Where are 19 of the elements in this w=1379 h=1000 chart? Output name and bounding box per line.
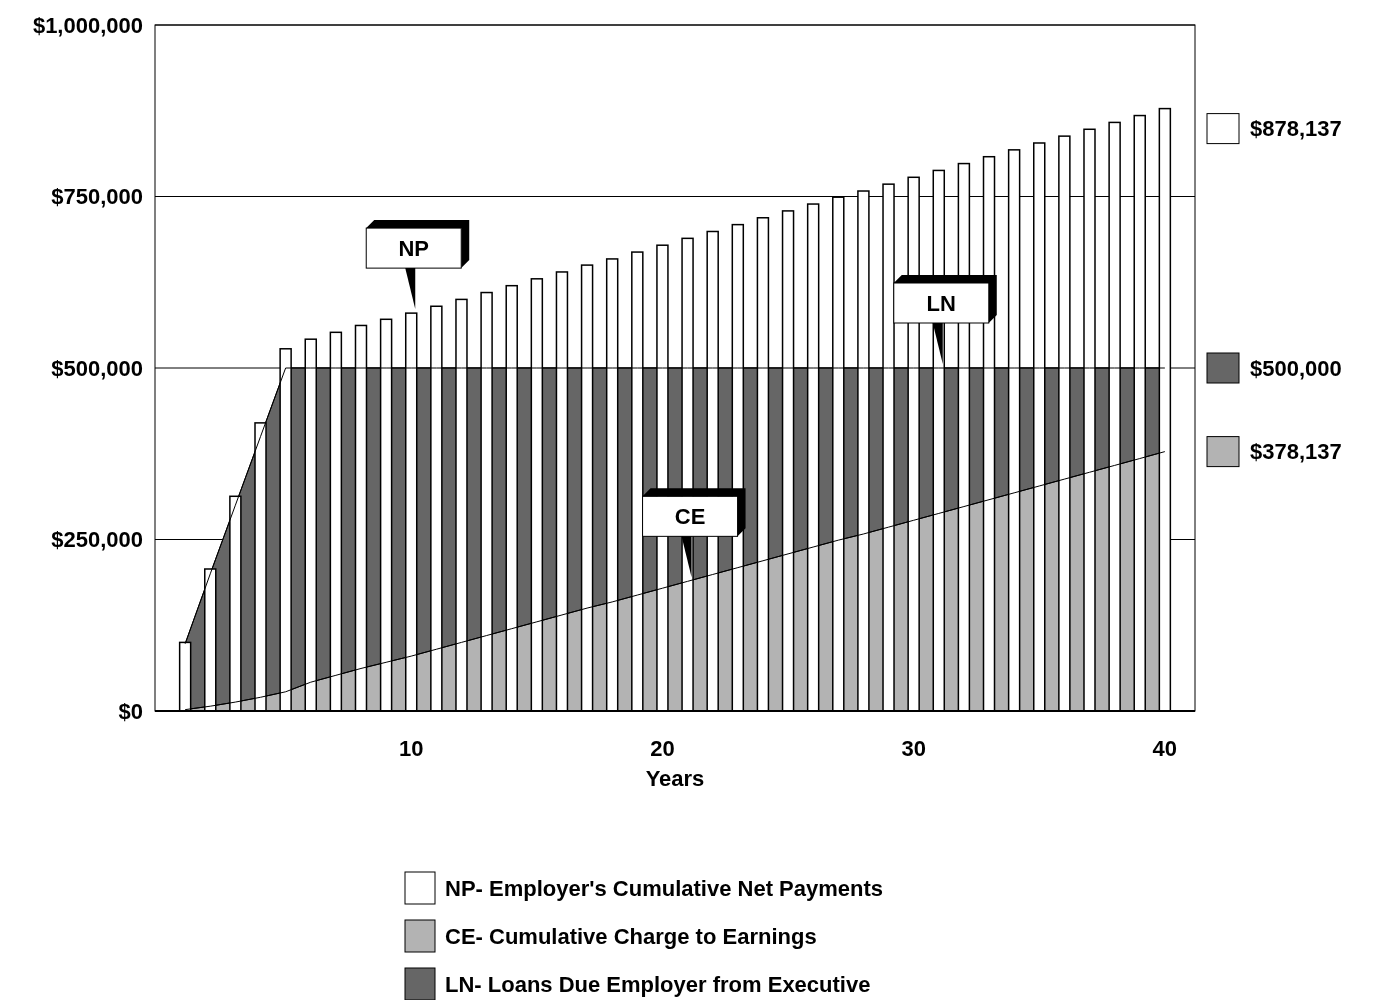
text: $500,000 <box>1250 355 1342 381</box>
x-tick-label: 20 <box>650 736 675 761</box>
legend-label: LN- Loans Due Employer from Executive <box>445 971 871 997</box>
y-tick-label: $250,000 <box>51 527 143 553</box>
text: $878,137 <box>1250 116 1342 142</box>
legend-label: NP- Employer's Cumulative Net Payments <box>445 875 884 901</box>
x-tick-label: 30 <box>901 736 926 761</box>
text: $378,137 <box>1250 439 1342 465</box>
x-axis-title: Years <box>645 766 705 791</box>
y-tick-label: $500,000 <box>51 355 143 381</box>
legend-label: CE- Cumulative Charge to Earnings <box>445 923 817 949</box>
y-tick-label: $1,000,000 <box>32 12 143 38</box>
x-tick-label: 10 <box>398 736 424 761</box>
annotation: CE <box>674 504 706 530</box>
y-tick-label: $0 <box>118 698 143 724</box>
y-tick-label: $750,000 <box>51 184 143 210</box>
annotation: LN <box>926 290 956 316</box>
x-tick-label: 40 <box>1152 736 1178 761</box>
annotation: NP <box>398 235 430 261</box>
